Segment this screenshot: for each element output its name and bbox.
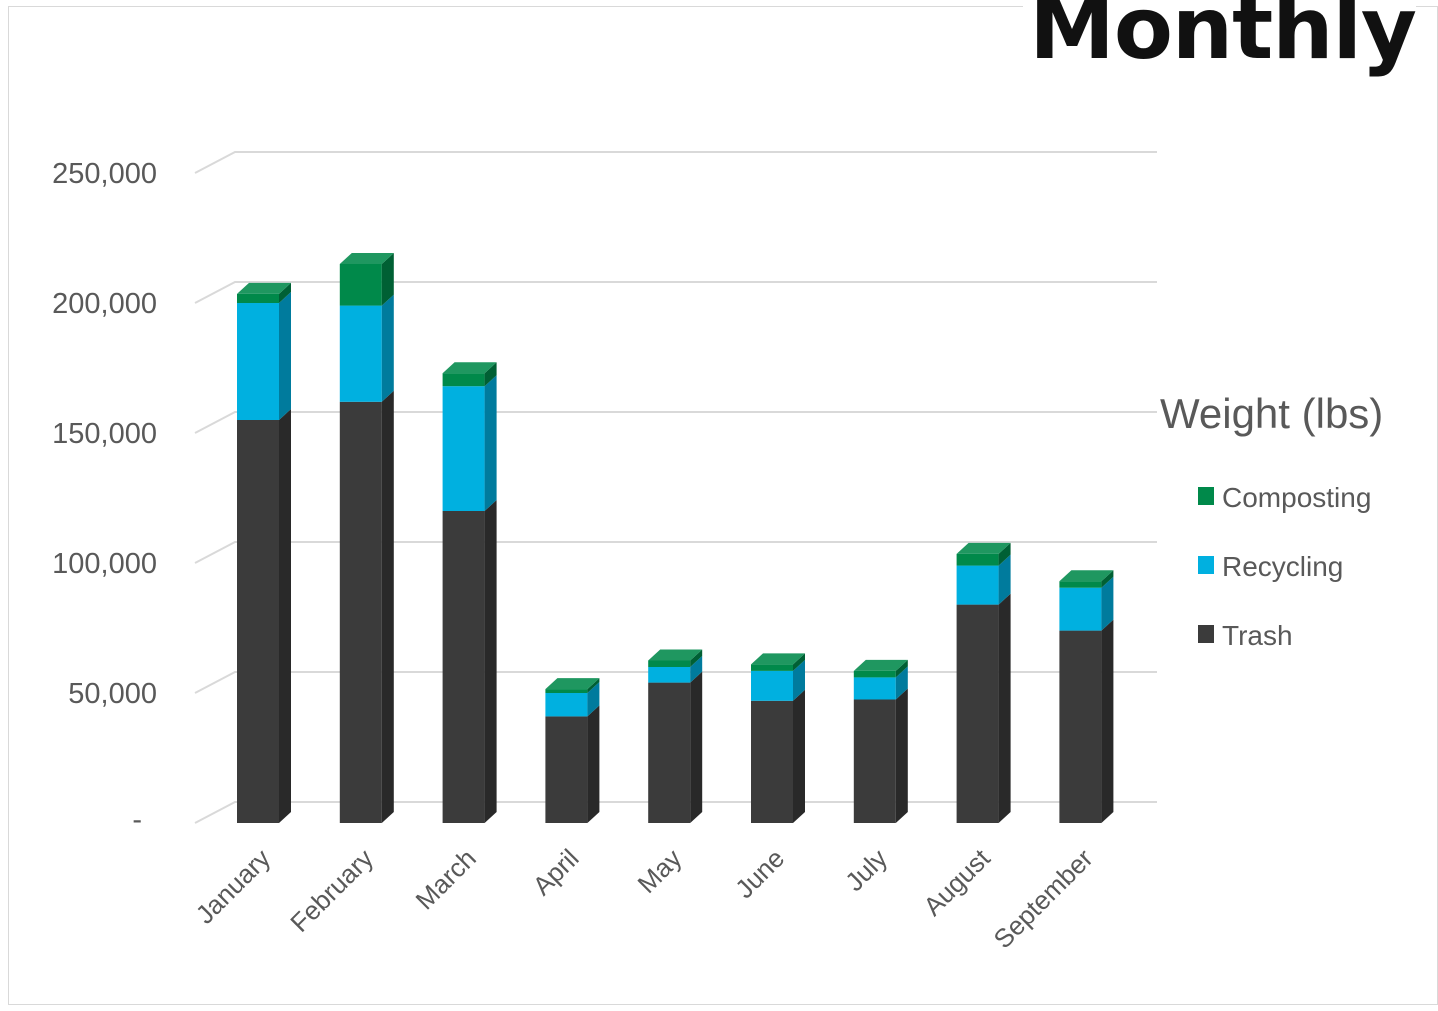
bar-trash-june [751, 700, 793, 823]
x-tick-label: July [839, 843, 893, 897]
bar-composting-april [545, 689, 588, 693]
bar-side-trash [279, 409, 291, 823]
bar-side-composting [998, 542, 1011, 566]
bar-trash-september [1059, 630, 1102, 823]
bar-top-composting [1059, 570, 1114, 582]
gridline [194, 801, 1157, 824]
bar-trash-march [442, 511, 485, 823]
x-tick-label: June [729, 843, 790, 904]
bar-trash-april [545, 716, 588, 823]
x-tick-label: January [190, 843, 277, 930]
bar-top-composting [237, 282, 291, 294]
bar-composting-june [751, 664, 793, 671]
legend-label-trash: Trash [1222, 620, 1293, 651]
bar-trash-february [339, 401, 382, 823]
y-tick-label: 150,000 [52, 418, 157, 450]
bar-top-composting [339, 253, 394, 264]
bar-recycling-february [339, 305, 382, 402]
bar-recycling-may [648, 667, 691, 683]
legend-title: Weight (lbs) [1160, 390, 1383, 437]
bar-top-composting [853, 659, 908, 671]
bar-top-composting [648, 649, 703, 661]
x-tick-label: September [987, 843, 1098, 954]
bar-side-recycling [587, 682, 600, 717]
bar-side-composting [895, 659, 908, 678]
bar-composting-may [648, 660, 691, 667]
x-tick-label: March [410, 843, 482, 915]
bar-composting-march [442, 373, 485, 387]
bar-side-trash [690, 671, 703, 823]
bar-top-composting [442, 362, 497, 374]
x-tick-label: August [917, 842, 996, 921]
bar-recycling-august [956, 565, 999, 605]
bar-side-recycling [484, 375, 497, 511]
y-tick-label: 250,000 [52, 158, 157, 190]
bar-side-composting [484, 362, 497, 387]
bar-side-recycling [998, 554, 1011, 605]
legend-swatch-trash [1198, 625, 1214, 643]
y-tick-label: - [132, 804, 142, 836]
bar-top-composting [956, 542, 1011, 554]
gridline [194, 671, 1157, 694]
bar-trash-july [853, 699, 896, 823]
y-tick-label: 50,000 [68, 678, 157, 710]
bar-composting-january [237, 293, 279, 303]
bar-composting-september [1059, 581, 1102, 588]
bar-trash-may [648, 682, 691, 823]
bar-side-composting [793, 653, 805, 671]
bar-side-composting [279, 282, 291, 303]
bar-side-trash [895, 688, 908, 823]
bar-recycling-march [442, 386, 485, 511]
legend-label-recycling: Recycling [1222, 551, 1343, 582]
page-title: Monthly [1023, 0, 1417, 72]
bar-side-trash [484, 500, 497, 823]
x-tick-label: February [284, 843, 379, 938]
bar-trash-august [956, 604, 999, 823]
bar-side-recycling [279, 292, 291, 420]
bar-composting-february [339, 264, 382, 306]
legend-swatch-recycling [1198, 556, 1214, 574]
gridline [194, 151, 1157, 174]
bar-recycling-april [545, 693, 588, 717]
bar-recycling-january [237, 303, 279, 420]
bar-side-composting [381, 253, 394, 306]
bar-side-composting [1101, 570, 1114, 588]
bar-side-trash [587, 705, 600, 823]
legend-swatch-composting [1198, 487, 1214, 505]
y-tick-label: 100,000 [52, 548, 157, 580]
bar-side-recycling [895, 666, 908, 700]
bar-side-recycling [690, 656, 703, 683]
legend-label-composting: Composting [1222, 482, 1371, 513]
bar-recycling-july [853, 677, 896, 700]
bar-side-trash [381, 390, 394, 823]
bar-recycling-september [1059, 587, 1102, 631]
bar-top-composting [751, 653, 805, 665]
y-tick-label: 200,000 [52, 288, 157, 320]
bar-side-trash [998, 593, 1011, 823]
bar-side-composting [690, 649, 703, 667]
gridline [194, 281, 1157, 304]
gridline [194, 541, 1157, 564]
x-tick-label: April [527, 843, 585, 901]
bar-top-composting [545, 678, 600, 690]
bar-recycling-june [751, 670, 793, 701]
bar-composting-july [853, 670, 896, 678]
bar-side-trash [793, 689, 805, 823]
bar-side-recycling [1101, 576, 1114, 631]
bar-composting-august [956, 553, 999, 566]
bar-side-recycling [793, 659, 805, 701]
bar-side-recycling [381, 294, 394, 402]
bar-trash-january [237, 420, 279, 823]
bar-side-trash [1101, 619, 1114, 823]
gridline [194, 411, 1157, 434]
bar-side-composting [587, 678, 600, 693]
x-tick-label: May [631, 843, 687, 899]
